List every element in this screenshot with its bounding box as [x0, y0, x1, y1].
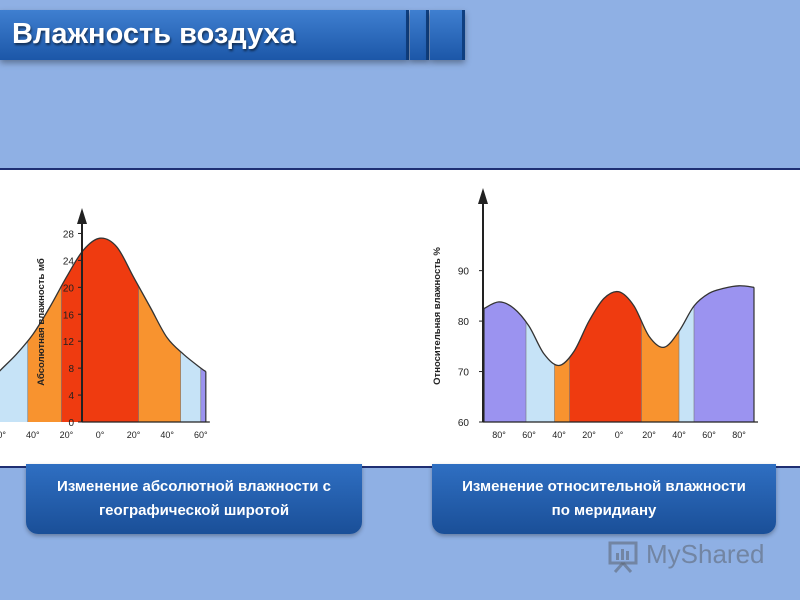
slide-title: Влажность воздуха — [12, 18, 296, 50]
y-tick-label: 8 — [68, 364, 74, 375]
x-tick-label: 40° — [26, 430, 40, 440]
y-tick-label: 80 — [458, 317, 470, 328]
zone-band-red — [61, 238, 139, 422]
title-bar-tab — [430, 10, 465, 60]
y-tick-label: 4 — [68, 391, 74, 402]
zone-band-violet — [694, 285, 754, 422]
y-axis-arrow — [478, 188, 488, 204]
presentation-icon — [608, 541, 638, 573]
y-tick-label: 60 — [458, 418, 470, 429]
x-tick-label: 20° — [582, 430, 596, 440]
x-tick-label: 80° — [492, 430, 506, 440]
y-axis-label: Относительная влажность % — [432, 247, 443, 385]
x-tick-label: 40° — [672, 430, 686, 440]
caption-line: по меридиану — [551, 502, 657, 519]
x-tick-label: 20° — [642, 430, 656, 440]
watermark-logo: MyShared — [606, 535, 776, 575]
x-tick-label: 20° — [127, 430, 141, 440]
caption-relative-humidity: Изменение относительной влажности по мер… — [432, 464, 776, 534]
y-tick-label: 24 — [63, 256, 75, 267]
title-bar: Влажность воздуха — [0, 10, 409, 60]
humidity-curve — [483, 285, 755, 367]
x-tick-label: 60° — [702, 430, 716, 440]
y-tick-label: 28 — [63, 229, 75, 240]
humidity-curve — [0, 237, 207, 373]
caption-line: Изменение абсолютной влажности с — [57, 478, 331, 495]
charts-panel: 0 4 8 12 16 20 24 28 60° 40° 20° 0° 20° 40° 60° Абсолют… — [0, 168, 800, 468]
y-tick-label: 90 — [458, 267, 470, 278]
zone-band-violet — [484, 285, 526, 422]
area-zones — [484, 285, 754, 422]
zone-band-orange — [641, 285, 679, 422]
y-axis-label: Абсолютная влажность мб — [36, 258, 47, 386]
x-tick-label: 60° — [194, 430, 208, 440]
relative-humidity-chart: 60 70 80 90 80° 60° 40° 20° 0° 20° 40° 60° 80° Относи… — [432, 188, 758, 440]
watermark-text: MyShared — [646, 539, 765, 569]
x-tick-label: 0° — [96, 430, 105, 440]
y-tick-label: 20 — [63, 283, 75, 294]
x-tick-label: 20° — [60, 430, 74, 440]
x-tick-label: 40° — [552, 430, 566, 440]
x-tick-label: 60° — [0, 430, 6, 440]
x-tick-label: 0° — [615, 430, 624, 440]
caption-line: географической широтой — [98, 502, 290, 519]
y-tick-label: 12 — [63, 337, 75, 348]
zone-band-light_blue — [526, 285, 555, 422]
x-tick-label: 80° — [732, 430, 746, 440]
x-tick-label: 60° — [522, 430, 536, 440]
title-bar-tab — [410, 10, 429, 60]
zone-band-orange — [554, 285, 570, 422]
caption-line: Изменение относительной влажности — [462, 478, 746, 495]
y-tick-label: 16 — [63, 310, 75, 321]
x-tick-label: 40° — [160, 430, 174, 440]
y-tick-label: 0 — [68, 418, 74, 429]
zone-band-light_blue — [679, 285, 694, 422]
y-tick-label: 70 — [458, 368, 470, 379]
absolute-humidity-chart: 0 4 8 12 16 20 24 28 60° 40° 20° 0° 20° 40° 60° Абсолют… — [0, 208, 210, 440]
y-axis-arrow — [77, 208, 87, 224]
caption-absolute-humidity: Изменение абсолютной влажности с географ… — [26, 464, 362, 534]
